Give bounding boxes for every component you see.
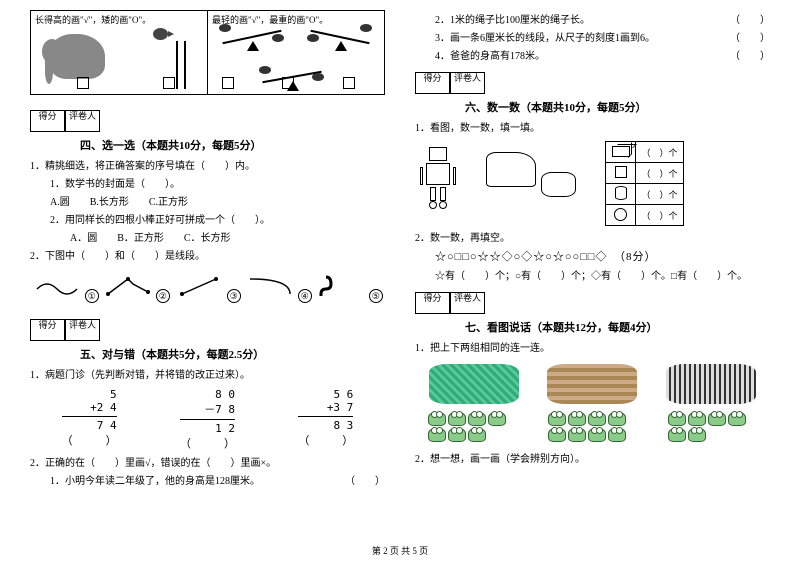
line-drawing-3 xyxy=(174,274,224,299)
q7-1: 1．把上下两组相同的连一连。 xyxy=(415,341,770,356)
checkbox-4[interactable] xyxy=(282,77,294,89)
score-box-7: 得分 评卷人 xyxy=(415,292,770,314)
comparison-pictures: 长得高的画"√"，矮的画"O"。 最轻的画"√"，最重的画"O"。 xyxy=(30,10,385,95)
pic2-caption: 最轻的画"√"，最重的画"O"。 xyxy=(212,13,380,26)
frog-group-1 xyxy=(428,412,518,442)
score-box-6: 得分 评卷人 xyxy=(415,72,770,94)
line-drawing-2 xyxy=(103,274,153,299)
cylinder-icon xyxy=(615,186,627,200)
circled-3: ③ xyxy=(227,289,241,303)
animals-row-1 xyxy=(415,364,770,404)
q6-2: 2．数一数，再填空。 xyxy=(415,231,770,246)
horse-drawing xyxy=(486,152,536,187)
q4-1-2-opts: A．圆 B．正方形 C．长方形 xyxy=(70,231,385,246)
grader-cell: 评卷人 xyxy=(450,292,485,314)
section6-title: 六、数一数（本题共10分，每题5分） xyxy=(465,99,770,115)
math-1: 5 +2 4 7 4 （ ） xyxy=(62,388,117,451)
math-problems: 5 +2 4 7 4 （ ） 8 0 －7 8 1 2 （ ） 5 6 +3 7… xyxy=(30,388,385,451)
cube-icon xyxy=(615,166,627,178)
shapes-line-1: ☆○□□○☆☆◇○◇☆○☆○○□□◇ （8分） xyxy=(435,249,770,266)
score-cell: 得分 xyxy=(415,292,450,314)
q4-2: 2．下图中（ ）和（ ）是线段。 xyxy=(30,249,385,264)
section5-title: 五、对与错（本题共5分，每题2.5分） xyxy=(80,346,385,362)
q4-1: 1．精挑细选，将正确答案的序号填在（ ）内。 xyxy=(30,159,385,174)
q4-1-1-opts: A.圆 B.长方形 C.正方形 xyxy=(50,195,385,210)
score-box-4: 得分 评卷人 xyxy=(30,110,385,132)
robot-shapes-box: （ ）个 （ ）个 （ ）个 （ ）个 xyxy=(415,141,770,226)
math-2: 8 0 －7 8 1 2 （ ） xyxy=(180,388,235,451)
score-cell: 得分 xyxy=(30,319,65,341)
frog-group-3 xyxy=(668,412,758,442)
section7-title: 七、看图说话（本题共12分，每题4分） xyxy=(465,319,770,335)
duck-group xyxy=(547,364,637,404)
frogs-row xyxy=(415,412,770,442)
q5-1: 1．病题门诊（先判断对错，并将错的改正过来）。 xyxy=(30,368,385,383)
elephant-drawing xyxy=(50,34,105,79)
circled-2: ② xyxy=(156,289,170,303)
section4-title: 四、选一选（本题共10分，每题5分） xyxy=(80,137,385,153)
math-3: 5 6 +3 7 8 3 （ ） xyxy=(298,388,353,451)
q7-2: 2．想一想，画一画（学会辨别方向）。 xyxy=(415,452,770,467)
dog-drawing xyxy=(541,172,576,197)
bird-group xyxy=(666,364,756,404)
grader-cell: 评卷人 xyxy=(450,72,485,94)
checkbox-5[interactable] xyxy=(343,77,355,89)
checkbox-2[interactable] xyxy=(163,77,175,89)
checkbox-3[interactable] xyxy=(222,77,234,89)
q6-1: 1．看图，数一数，填一填。 xyxy=(415,121,770,136)
q5-2: 2．正确的在（ ）里画√，错误的在（ ）里画×。 xyxy=(30,456,385,471)
q4-1-2: 2．用同样长的四根小棒正好可拼成一个（ ）。 xyxy=(50,213,385,228)
sphere-icon xyxy=(614,208,627,221)
q5-2-3: 3．画一条6厘米长的线段，从尺子的刻度1画到6。（ ） xyxy=(435,31,770,46)
circled-4: ④ xyxy=(298,289,312,303)
line-drawing-1 xyxy=(32,274,82,299)
shapes-line-2: ☆有（ ）个；○有（ ）个；◇有（ ）个。□有（ ）个。 xyxy=(435,269,770,284)
score-cell: 得分 xyxy=(415,72,450,94)
score-box-5: 得分 评卷人 xyxy=(30,319,385,341)
q5-2-4: 4．爸爸的身高有178米。（ ） xyxy=(435,49,770,64)
circled-1: ① xyxy=(85,289,99,303)
grader-cell: 评卷人 xyxy=(65,110,100,132)
q5-2-2: 2．1米的绳子比100厘米的绳子长。（ ） xyxy=(435,13,770,28)
grader-cell: 评卷人 xyxy=(65,319,100,341)
q5-2-1: 1．小明今年读二年级了，他的身高是128厘米。 （ ） xyxy=(50,474,385,489)
page-footer: 第 2 页 共 5 页 xyxy=(0,544,800,557)
ladder-drawing xyxy=(176,41,178,89)
fish-group xyxy=(429,364,519,404)
q4-1-1: 1．数学书的封面是（ ）。 xyxy=(50,177,385,192)
pic1-caption: 长得高的画"√"，矮的画"O"。 xyxy=(35,13,203,26)
robot-drawing xyxy=(426,147,450,209)
shape-count-table: （ ）个 （ ）个 （ ）个 （ ）个 xyxy=(605,141,684,226)
circled-5: ⑤ xyxy=(369,289,383,303)
line-drawing-5 xyxy=(316,274,366,299)
bird-drawing xyxy=(153,28,168,40)
cuboid-icon xyxy=(612,146,630,157)
checkbox-1[interactable] xyxy=(77,77,89,89)
line-segments: ① ② ③ ④ ⑤ xyxy=(30,274,385,309)
score-cell: 得分 xyxy=(30,110,65,132)
line-drawing-4 xyxy=(245,274,295,299)
frog-group-2 xyxy=(548,412,638,442)
